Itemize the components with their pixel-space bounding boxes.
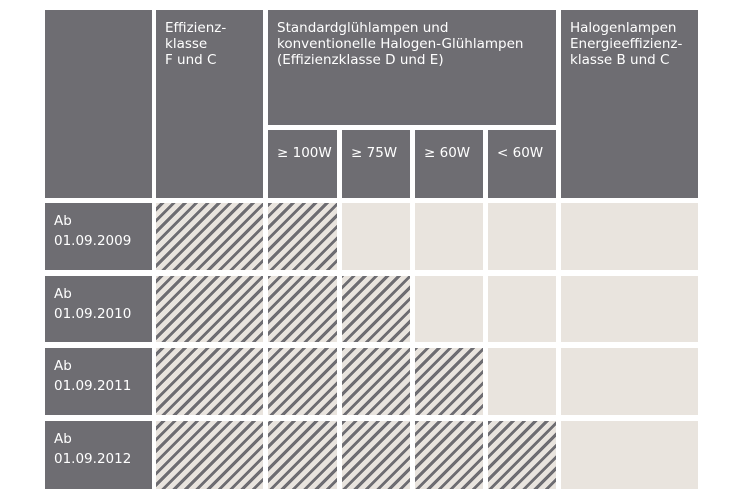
cell-2010-75w — [342, 276, 410, 342]
subheader-100w: ≥ 100W — [268, 130, 337, 198]
row-label-2012: Ab 01.09.2012 — [45, 421, 152, 489]
header-halogen-lamps: Halogenlampen Energieeffizienz- klasse B… — [561, 10, 698, 198]
cell-2012-75w — [342, 421, 410, 489]
header-col2-line2: konventionelle Halogen-Glühlampen — [277, 36, 524, 52]
header-col1-line1: Effizienz- — [165, 20, 227, 36]
cell-2012-halogen — [561, 421, 698, 489]
cell-2009-under-60w — [488, 203, 556, 270]
cell-2009-60w — [415, 203, 483, 270]
header-blank-cell — [45, 10, 152, 198]
cell-2011-under-60w — [488, 348, 556, 415]
cell-2012-class-f-c — [156, 421, 263, 489]
header-col3-line2: Energieeffizienz- — [570, 36, 683, 52]
row-label-2009-line1: Ab — [54, 213, 72, 229]
cell-2010-halogen — [561, 276, 698, 342]
cell-2010-class-f-c — [156, 276, 263, 342]
subheader-75w: ≥ 75W — [342, 130, 410, 198]
row-label-2010-line1: Ab — [54, 286, 72, 302]
row-label-2011: Ab 01.09.2011 — [45, 348, 152, 415]
cell-2009-100w — [268, 203, 337, 270]
header-standard-bulbs: Standardglühlampen und konventionelle Ha… — [268, 10, 556, 125]
cell-2010-60w — [415, 276, 483, 342]
cell-2009-class-f-c — [156, 203, 263, 270]
cell-2011-halogen — [561, 348, 698, 415]
row-label-2011-line1: Ab — [54, 358, 72, 374]
row-label-2012-line1: Ab — [54, 431, 72, 447]
cell-2011-60w — [415, 348, 483, 415]
row-label-2010-line2: 01.09.2010 — [54, 306, 132, 322]
cell-2009-halogen — [561, 203, 698, 270]
subheader-60w: ≥ 60W — [415, 130, 483, 198]
row-label-2009-line2: 01.09.2009 — [54, 233, 132, 249]
header-col3-line3: klasse B und C — [570, 52, 670, 68]
header-col1-line3: F und C — [165, 52, 217, 68]
header-col1-line2: klasse — [165, 36, 208, 52]
cell-2012-100w — [268, 421, 337, 489]
header-col3-line1: Halogenlampen — [570, 20, 677, 36]
cell-2010-under-60w — [488, 276, 556, 342]
row-label-2011-line2: 01.09.2011 — [54, 378, 132, 394]
cell-2012-60w — [415, 421, 483, 489]
header-efficiency-class-f-c: Effizienz- klasse F und C — [156, 10, 263, 198]
cell-2011-75w — [342, 348, 410, 415]
row-label-2010: Ab 01.09.2010 — [45, 276, 152, 342]
cell-2012-under-60w — [488, 421, 556, 489]
header-col2-line3: (Effizienzklasse D und E) — [277, 52, 444, 68]
cell-2011-class-f-c — [156, 348, 263, 415]
subheader-under-60w: < 60W — [488, 130, 556, 198]
cell-2009-75w — [342, 203, 410, 270]
row-label-2012-line2: 01.09.2012 — [54, 451, 132, 467]
cell-2011-100w — [268, 348, 337, 415]
row-label-2009: Ab 01.09.2009 — [45, 203, 152, 270]
cell-2010-100w — [268, 276, 337, 342]
header-col2-line1: Standardglühlampen und — [277, 20, 449, 36]
